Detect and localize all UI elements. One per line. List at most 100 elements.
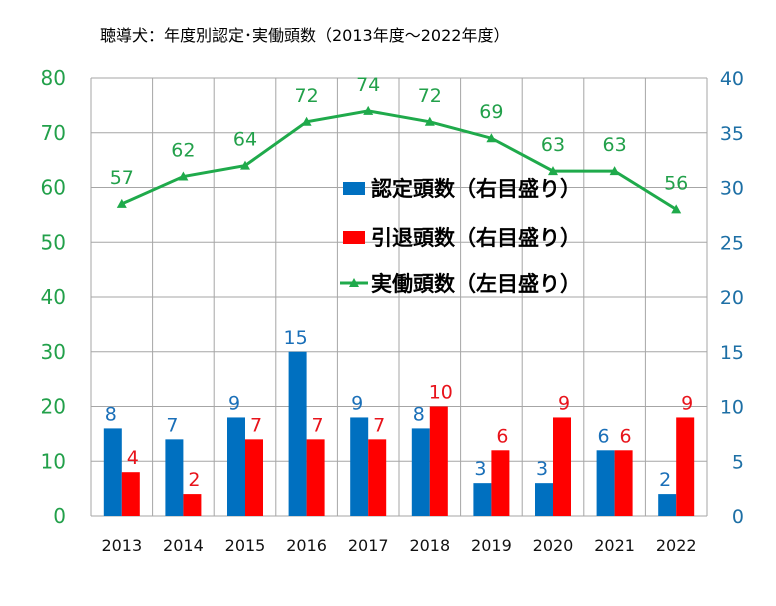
active-value-label: 64 xyxy=(233,129,257,151)
active-value-label: 56 xyxy=(664,172,688,194)
certified-value-label: 8 xyxy=(105,403,117,425)
retired-bar xyxy=(491,450,510,516)
retired-bar xyxy=(553,417,571,516)
certified-bar xyxy=(103,428,122,516)
certified-bar xyxy=(288,351,307,516)
left-tick-label: 80 xyxy=(41,66,66,90)
certified-value-label: 3 xyxy=(536,458,548,480)
x-tick-label: 2019 xyxy=(471,536,512,555)
right-tick-label: 35 xyxy=(720,123,744,145)
left-tick-label: 60 xyxy=(41,176,66,200)
retired-value-label: 7 xyxy=(250,414,262,436)
left-tick-label: 20 xyxy=(41,395,66,419)
right-tick-label: 30 xyxy=(720,178,744,200)
certified-value-label: 6 xyxy=(598,425,610,447)
certified-bar xyxy=(350,417,369,516)
x-tick-label: 2021 xyxy=(594,536,635,555)
retired-bar xyxy=(183,494,202,516)
retired-value-label: 9 xyxy=(558,392,570,414)
certified-value-label: 9 xyxy=(228,392,240,414)
active-value-label: 72 xyxy=(418,85,442,107)
x-tick-label: 2016 xyxy=(286,536,327,555)
active-marker xyxy=(671,204,682,214)
retired-value-label: 7 xyxy=(312,414,324,436)
right-tick-label: 15 xyxy=(720,342,744,364)
active-value-label: 62 xyxy=(171,140,195,162)
right-tick-label: 20 xyxy=(720,287,744,309)
x-tick-label: 2022 xyxy=(656,536,697,555)
certified-bar xyxy=(596,450,615,516)
legend-active-label: 実働頭数（左目盛り） xyxy=(371,272,581,296)
active-marker xyxy=(301,116,312,126)
retired-bar xyxy=(676,417,695,516)
left-tick-label: 70 xyxy=(41,121,66,145)
active-value-label: 57 xyxy=(110,167,134,189)
retired-value-label: 6 xyxy=(620,425,632,447)
certified-value-label: 7 xyxy=(166,414,178,436)
certified-value-label: 8 xyxy=(413,403,425,425)
retired-bar xyxy=(245,439,263,516)
certified-value-label: 3 xyxy=(474,458,486,480)
bars xyxy=(103,351,695,516)
active-value-label: 63 xyxy=(603,134,627,156)
legend-retired-swatch xyxy=(343,231,365,244)
active-value-label: 69 xyxy=(479,101,503,123)
x-tick-label: 2015 xyxy=(225,536,266,555)
retired-bar xyxy=(614,450,633,516)
left-tick-label: 50 xyxy=(41,230,66,254)
left-tick-label: 10 xyxy=(41,449,66,473)
right-tick-label: 40 xyxy=(720,68,744,90)
active-marker xyxy=(548,166,558,176)
retired-value-label: 2 xyxy=(188,469,200,491)
retired-value-label: 4 xyxy=(127,447,139,469)
active-marker xyxy=(116,198,127,208)
certified-bar xyxy=(227,417,245,516)
certified-value-label: 9 xyxy=(351,392,363,414)
active-marker xyxy=(363,105,374,115)
active-marker xyxy=(486,133,497,143)
active-value-label: 63 xyxy=(541,134,565,156)
x-tick-label: 2014 xyxy=(163,536,204,555)
active-line xyxy=(116,105,682,214)
legend: 認定頭数（右目盛り） 引退頭数（右目盛り） 実働頭数（左目盛り） xyxy=(340,177,581,296)
retired-value-label: 10 xyxy=(429,382,453,404)
retired-value-label: 6 xyxy=(496,425,508,447)
chart-title: 聴導犬：年度別認定･実働頭数（2013年度～2022年度） xyxy=(100,26,510,45)
active-value-label: 74 xyxy=(356,74,380,96)
retired-bar xyxy=(429,406,448,516)
x-tick-label: 2018 xyxy=(409,536,450,555)
x-tick-label: 2020 xyxy=(533,536,574,555)
left-tick-label: 40 xyxy=(41,285,66,309)
certified-value-label: 15 xyxy=(284,327,308,349)
right-tick-label: 5 xyxy=(732,451,744,473)
active-value-label: 72 xyxy=(295,85,319,107)
x-tick-label: 2017 xyxy=(348,536,389,555)
legend-certified-label: 認定頭数（右目盛り） xyxy=(371,177,581,201)
right-tick-label: 10 xyxy=(720,397,744,419)
retired-bar xyxy=(368,439,387,516)
legend-certified-swatch xyxy=(343,182,365,195)
retired-value-label: 9 xyxy=(681,392,693,414)
legend-retired-label: 引退頭数（右目盛り） xyxy=(371,226,581,250)
certified-bar xyxy=(165,439,184,516)
retired-value-label: 7 xyxy=(373,414,385,436)
certified-bar xyxy=(535,483,553,516)
axes: 0 10 20 30 40 50 60 70 80 0 5 10 15 20 25 30 35 40 2013 201… xyxy=(41,66,744,555)
retired-bar xyxy=(121,472,140,516)
left-tick-label: 30 xyxy=(41,340,66,364)
active-marker xyxy=(240,160,250,170)
certified-bar xyxy=(473,483,492,516)
certified-value-label: 2 xyxy=(659,469,671,491)
x-tick-label: 2013 xyxy=(101,536,142,555)
certified-bar xyxy=(658,494,677,516)
active-marker xyxy=(609,166,620,176)
grid xyxy=(90,77,708,517)
active-marker xyxy=(178,171,189,181)
retired-bar xyxy=(306,439,325,516)
active-marker xyxy=(424,116,435,126)
right-tick-label: 25 xyxy=(720,232,744,254)
left-tick-label: 0 xyxy=(53,504,66,528)
active-line-path xyxy=(121,109,677,211)
